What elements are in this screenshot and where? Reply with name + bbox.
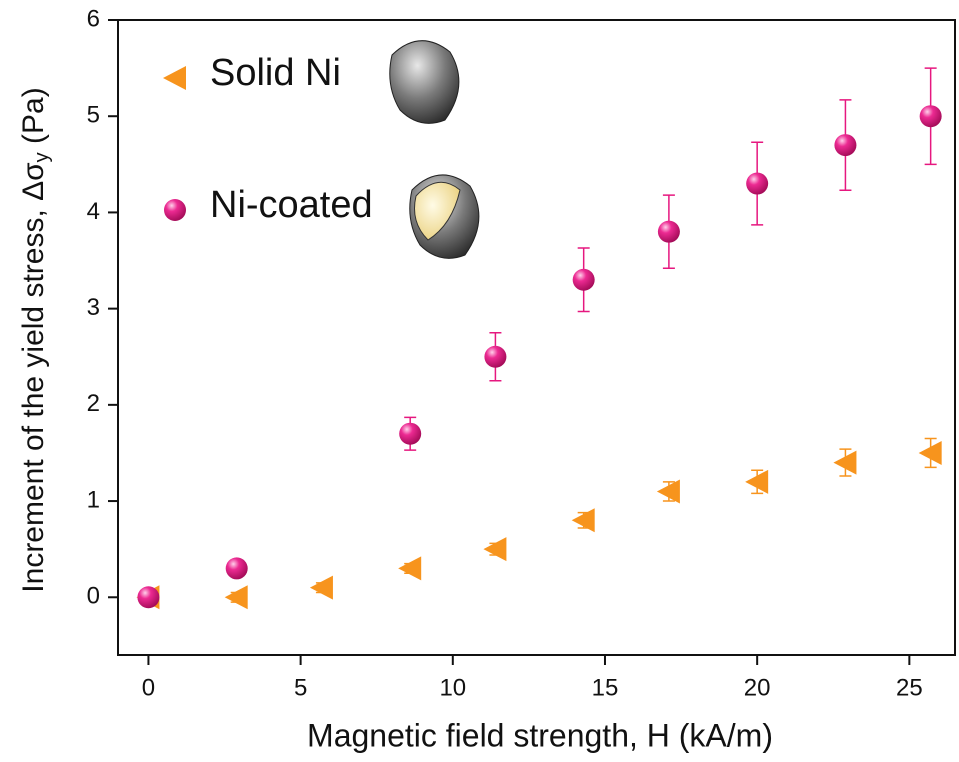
y-tick-label: 0: [87, 583, 100, 610]
legend-label: Ni-coated: [210, 184, 373, 226]
data-point: [224, 585, 248, 610]
x-tick-label: 10: [439, 674, 466, 701]
data-point: [484, 345, 507, 368]
data-point: [483, 537, 507, 562]
plot-frame: [117, 19, 956, 656]
x-tick-label: 15: [592, 674, 619, 701]
data-point: [918, 440, 942, 465]
x-tick-label: 20: [744, 674, 771, 701]
y-label-main: Increment of the yield stress, Δσ: [17, 162, 50, 593]
data-point: [834, 134, 857, 157]
data-point: [833, 450, 857, 475]
y-label-sub: y: [31, 152, 53, 162]
x-axis-label: Magnetic field strength, H (kA/m): [307, 717, 773, 753]
data-point: [225, 557, 248, 580]
x-tick-label: 25: [896, 674, 923, 701]
data-point: [657, 220, 680, 243]
y-tick-label: 2: [87, 390, 100, 417]
data-point: [399, 422, 422, 445]
data-point: [656, 479, 680, 504]
data-point: [137, 586, 160, 609]
data-point: [745, 469, 769, 494]
legend-marker: [164, 199, 186, 221]
legend-label: Solid Ni: [210, 52, 341, 94]
y-label-unit: (Pa): [17, 87, 50, 144]
y-tick-label: 6: [87, 5, 100, 32]
x-tick-label: 5: [294, 674, 307, 701]
x-tick-label: 0: [142, 674, 155, 701]
data-point: [398, 556, 422, 581]
data-point: [309, 575, 333, 600]
legend-icon-coated: [409, 174, 480, 259]
y-axis-label: Increment of the yield stress, Δσy (Pa): [17, 87, 53, 592]
y-tick-label: 4: [87, 198, 100, 225]
data-point: [919, 105, 942, 128]
y-tick-label: 5: [87, 102, 100, 129]
data-point: [572, 268, 595, 291]
y-tick-label: 1: [87, 486, 100, 513]
data-point: [571, 508, 595, 533]
y-tick-label: 3: [87, 294, 100, 321]
data-point: [746, 172, 769, 195]
legend-icon-solid: [389, 40, 460, 124]
legend-marker: [163, 66, 186, 90]
